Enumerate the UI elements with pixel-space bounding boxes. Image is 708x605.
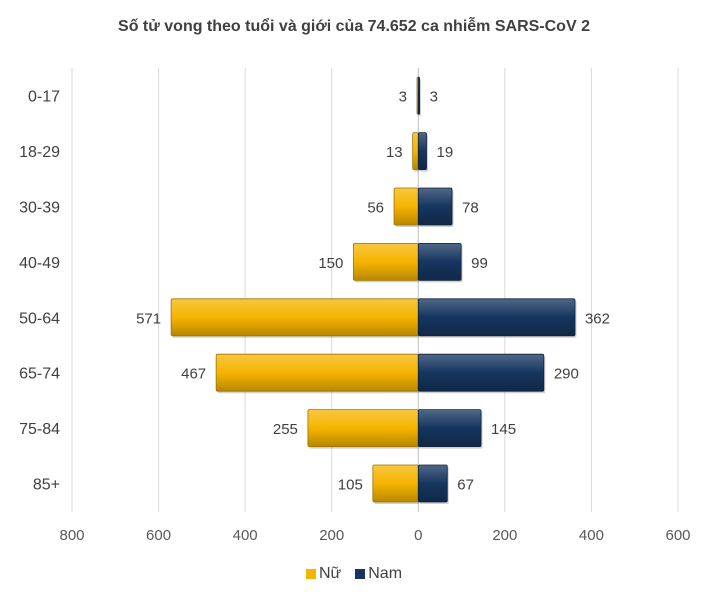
legend-entry-nam: Nam — [355, 565, 402, 583]
x-tick-label: 0 — [414, 527, 422, 544]
bar-nam — [417, 464, 448, 503]
bar-nam — [417, 132, 427, 171]
x-tick-label: 400 — [579, 527, 604, 544]
data-label: 150 — [318, 255, 343, 272]
data-label: 255 — [273, 421, 298, 438]
bar-nam — [417, 409, 482, 448]
bar-nu — [412, 132, 419, 171]
x-tick-label: 800 — [59, 527, 84, 544]
data-label: 99 — [471, 255, 488, 272]
data-label: 67 — [457, 477, 474, 494]
category-label: 0-17 — [28, 89, 60, 106]
bar-nu — [170, 298, 419, 337]
data-label: 105 — [338, 477, 363, 494]
category-label: 75-84 — [19, 421, 60, 438]
bar-nam — [417, 76, 420, 115]
category-label: 50-64 — [19, 310, 60, 327]
bar-nu — [393, 187, 419, 226]
data-label: 145 — [491, 421, 516, 438]
category-label: 85+ — [33, 477, 60, 494]
plot-area: 800 600 400 200 0 200 400 600 0-17 3 3 18-29 13 19 30-… — [19, 68, 691, 544]
legend-swatch-nam — [355, 569, 366, 579]
x-tick-label: 600 — [665, 527, 690, 544]
data-label: 362 — [585, 310, 610, 327]
data-label: 13 — [386, 144, 403, 161]
x-tick-label: 400 — [233, 527, 258, 544]
data-label: 290 — [554, 366, 579, 383]
data-label: 78 — [462, 200, 479, 217]
x-tick-label: 600 — [146, 527, 171, 544]
bar-shadow — [419, 79, 422, 117]
category-label: 65-74 — [19, 366, 60, 383]
data-label: 467 — [181, 366, 206, 383]
bar-nam — [417, 187, 453, 226]
data-label: 56 — [367, 200, 384, 217]
bar-nam — [417, 353, 545, 392]
legend-label-nu: Nữ — [318, 565, 342, 582]
data-label: 3 — [430, 89, 438, 106]
category-label: 40-49 — [19, 255, 60, 272]
data-label: 571 — [136, 310, 161, 327]
legend-label-nam: Nam — [368, 565, 403, 582]
data-label: 19 — [437, 144, 454, 161]
category-label: 18-29 — [19, 144, 60, 161]
bar-nu — [352, 242, 419, 281]
chart-title: Số tử vong theo tuổi và giới của 74.652 … — [118, 18, 590, 35]
x-tick-label: 200 — [492, 527, 517, 544]
legend: Nữ Nam — [0, 565, 708, 583]
data-label: 3 — [399, 89, 407, 106]
bar-nu — [215, 353, 419, 392]
legend-entry-nu: Nữ — [305, 565, 342, 583]
bar-nu — [372, 464, 419, 503]
bar-nam — [417, 242, 462, 281]
bar-nam — [417, 298, 576, 337]
category-label: 30-39 — [19, 200, 60, 217]
bar-nu — [307, 409, 419, 448]
legend-swatch-nu — [305, 569, 316, 579]
x-tick-label: 200 — [319, 527, 344, 544]
